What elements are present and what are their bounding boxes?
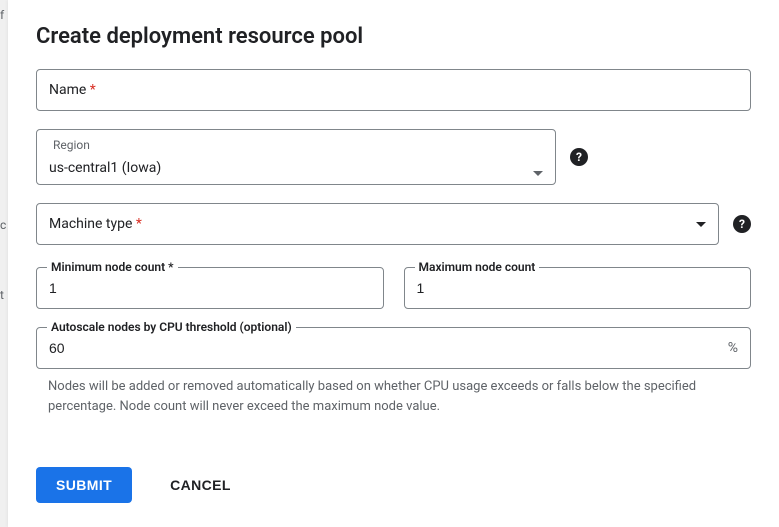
name-field[interactable]: Name * xyxy=(36,69,751,111)
autoscale-input[interactable] xyxy=(49,340,720,356)
help-icon[interactable]: ? xyxy=(570,148,588,166)
machine-type-dropdown[interactable]: Machine type * xyxy=(36,203,719,245)
min-nodes-field[interactable]: Minimum node count * xyxy=(36,267,384,309)
max-nodes-field[interactable]: Maximum node count xyxy=(404,267,752,309)
max-nodes-label: Maximum node count xyxy=(415,260,540,274)
bg-text: f xyxy=(0,8,4,22)
autoscale-suffix: % xyxy=(728,340,738,356)
autoscale-group: Autoscale nodes by CPU threshold (option… xyxy=(36,327,751,416)
create-pool-dialog: Create deployment resource pool Name * R… xyxy=(8,0,779,527)
chevron-down-icon xyxy=(696,222,706,227)
help-icon[interactable]: ? xyxy=(733,215,751,233)
bg-text: c xyxy=(0,218,6,232)
node-count-row: Minimum node count * Maximum node count xyxy=(36,267,751,309)
region-dropdown[interactable]: Region us-central1 (Iowa) xyxy=(36,129,556,185)
submit-button[interactable]: SUBMIT xyxy=(36,467,132,503)
autoscale-helper: Nodes will be added or removed automatic… xyxy=(36,377,751,416)
required-asterisk: * xyxy=(136,216,142,232)
name-label: Name * xyxy=(49,82,738,98)
region-label: Region xyxy=(49,138,94,152)
autoscale-label: Autoscale nodes by CPU threshold (option… xyxy=(47,320,296,334)
dialog-title: Create deployment resource pool xyxy=(36,24,751,49)
region-group: Region us-central1 (Iowa) ? xyxy=(36,129,751,185)
machine-type-group: Machine type * ? xyxy=(36,203,751,245)
autoscale-field[interactable]: Autoscale nodes by CPU threshold (option… xyxy=(36,327,751,369)
bg-text: t xyxy=(0,288,4,302)
min-nodes-label: Minimum node count * xyxy=(47,260,178,274)
min-nodes-wrapper: Minimum node count * xyxy=(36,267,384,309)
chevron-down-icon xyxy=(533,171,543,176)
machine-type-label: Machine type * xyxy=(49,216,696,232)
max-nodes-wrapper: Maximum node count xyxy=(404,267,752,309)
cancel-button[interactable]: CANCEL xyxy=(150,467,251,503)
dialog-actions: SUBMIT CANCEL xyxy=(36,467,251,503)
region-value: us-central1 (Iowa) xyxy=(49,160,533,176)
max-nodes-input[interactable] xyxy=(417,280,739,296)
min-nodes-input[interactable] xyxy=(49,280,371,296)
name-field-wrapper: Name * xyxy=(36,69,751,111)
required-asterisk: * xyxy=(90,82,96,98)
